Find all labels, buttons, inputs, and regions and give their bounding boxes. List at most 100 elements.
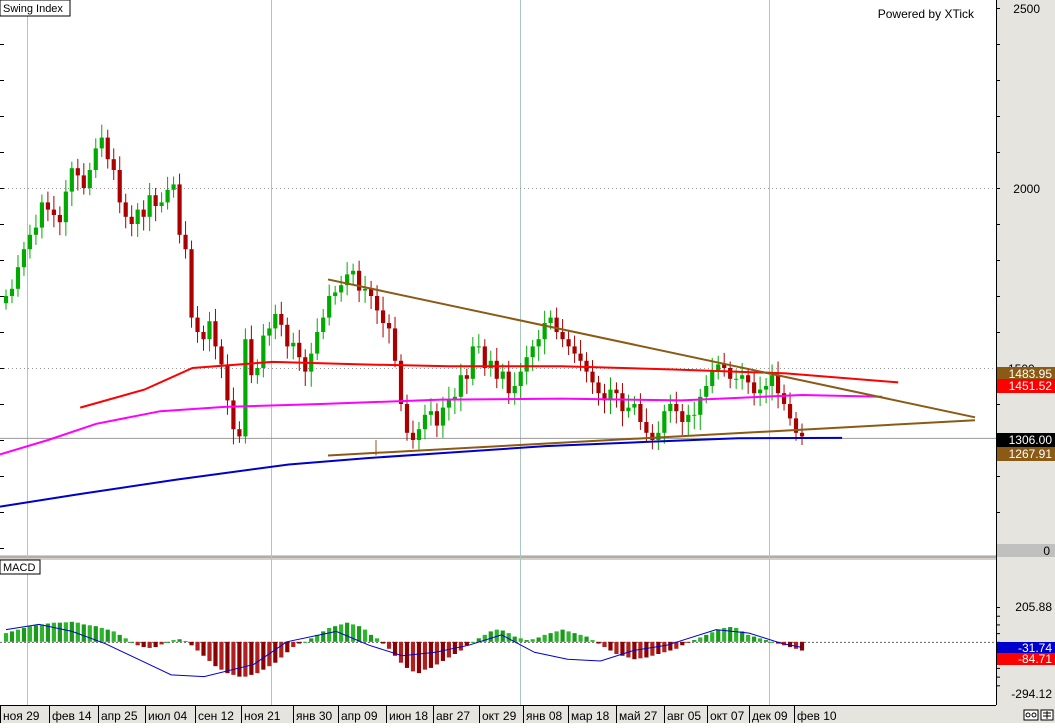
candle-body xyxy=(638,404,643,422)
candle-body xyxy=(482,346,487,368)
candle-body xyxy=(410,432,416,440)
macd-histogram-bar xyxy=(279,641,284,658)
price-tick-0: 0 xyxy=(1043,544,1050,558)
main-plot-area[interactable] xyxy=(0,0,996,555)
candle-body xyxy=(446,400,451,408)
candle-body xyxy=(3,296,9,304)
macd-histogram-bar xyxy=(357,626,362,642)
candle-body xyxy=(189,249,194,318)
settings-grid-icon[interactable] xyxy=(1040,709,1054,721)
macd-histogram-bar xyxy=(596,641,601,644)
macd-histogram-bar xyxy=(662,641,667,653)
macd-histogram-bar xyxy=(380,641,386,644)
candle-body xyxy=(117,170,122,203)
macd-histogram-bar xyxy=(530,639,535,642)
macd-histogram-bar xyxy=(566,631,571,642)
candle-body xyxy=(578,353,583,361)
macd-histogram-bar xyxy=(171,640,176,642)
candle-body xyxy=(536,339,541,347)
macd-histogram-bar xyxy=(686,641,691,643)
time-label: фев 14 xyxy=(52,709,92,723)
candlestick-series xyxy=(3,124,805,451)
candle-body xyxy=(506,371,511,394)
candle-body xyxy=(105,137,110,160)
candle-body xyxy=(668,404,673,412)
macd-histogram-bar xyxy=(386,641,392,649)
macd-histogram-bar xyxy=(135,641,140,646)
candle-body xyxy=(542,323,547,340)
candle-body xyxy=(680,411,685,422)
macd-tag-label: -84.71 xyxy=(1018,652,1052,666)
candle-body xyxy=(758,389,763,394)
macd-tick-lower: -294.12 xyxy=(1011,687,1052,701)
candle-body xyxy=(769,375,775,386)
macd-histogram-bar xyxy=(590,640,595,642)
macd-tag-label: -31.74 xyxy=(1018,641,1052,655)
candle-body xyxy=(243,339,248,437)
macd-signal-line xyxy=(5,623,803,678)
powered-by-label: Powered by XTick xyxy=(878,7,975,21)
price-zero-band xyxy=(997,544,1055,557)
moving-average-line xyxy=(0,436,843,508)
scroll-icon[interactable] xyxy=(1023,709,1039,721)
candle-body xyxy=(752,382,757,394)
macd-histogram-bar xyxy=(506,633,511,642)
macd-histogram-bar xyxy=(692,640,697,642)
candle-body xyxy=(159,202,164,206)
macd-histogram-bar xyxy=(261,641,266,670)
price-tag-label: 1267.91 xyxy=(1009,447,1053,461)
candle-body xyxy=(428,411,434,415)
macd-histogram-bar xyxy=(321,631,326,642)
candle-body xyxy=(219,346,224,365)
candle-body xyxy=(255,368,260,376)
candle-body xyxy=(763,386,769,390)
time-label: апр 09 xyxy=(341,709,378,723)
price-tag-bg xyxy=(997,379,1055,393)
macd-histogram-bar xyxy=(45,623,50,642)
candle-body xyxy=(368,288,374,296)
vertical-gridlines xyxy=(27,0,770,705)
macd-title: MACD xyxy=(3,562,35,574)
macd-histogram-bar xyxy=(249,641,254,675)
macd-histogram-bar xyxy=(213,641,218,667)
macd-histogram-bar xyxy=(494,629,499,642)
macd-histogram-bar xyxy=(189,641,194,646)
candle-body xyxy=(500,371,505,379)
macd-histogram-bar xyxy=(117,634,122,642)
macd-histogram-bar xyxy=(243,641,248,677)
macd-histogram-bar xyxy=(710,632,715,642)
candle-body xyxy=(183,234,188,250)
candle-body xyxy=(440,407,445,426)
macd-histogram-bar xyxy=(123,638,128,642)
candle-body xyxy=(357,270,362,291)
candle-body xyxy=(111,159,116,170)
candle-body xyxy=(303,357,308,372)
macd-histogram-bar xyxy=(177,639,182,642)
candle-body xyxy=(704,386,709,397)
macd-histogram-bar xyxy=(434,641,440,665)
price-scale[interactable] xyxy=(996,0,1055,723)
macd-histogram-bar xyxy=(458,641,463,651)
time-label: июл 04 xyxy=(148,709,187,723)
macd-histogram-bar xyxy=(111,631,116,642)
macd-histogram-bar xyxy=(758,638,763,642)
macd-histogram-bar xyxy=(518,638,523,642)
macd-histogram-bar xyxy=(428,641,434,668)
candle-body xyxy=(57,215,62,223)
macd-histogram-bar xyxy=(488,631,493,642)
time-label: дек 09 xyxy=(752,709,788,723)
candle-body xyxy=(315,332,320,354)
macd-histogram-bar xyxy=(398,641,404,663)
time-axis[interactable] xyxy=(0,705,1055,723)
candle-body xyxy=(656,432,661,440)
moving-average-line xyxy=(0,393,883,456)
price-tick-2000: 2000 xyxy=(1013,182,1040,196)
macd-histogram-bar xyxy=(87,625,92,642)
macd-tag-bg xyxy=(997,642,1055,654)
time-label: сен 12 xyxy=(198,709,234,723)
price-tag-label: 1306.00 xyxy=(1009,433,1053,447)
macd-histogram-bar xyxy=(793,641,799,649)
candle-body xyxy=(51,209,56,215)
candle-body xyxy=(195,317,200,332)
